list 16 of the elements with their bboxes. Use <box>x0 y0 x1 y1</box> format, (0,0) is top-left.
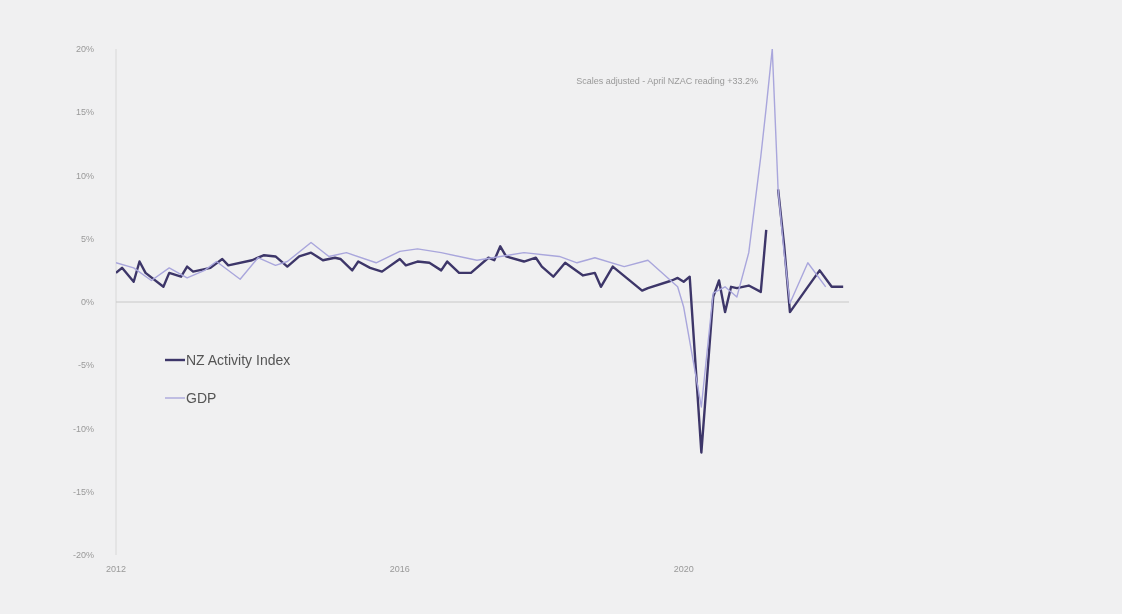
y-tick-label: -5% <box>77 360 94 371</box>
y-tick-label: 10% <box>75 170 94 181</box>
legend-label: NZ Activity Index <box>186 351 291 368</box>
y-tick-label: 15% <box>75 107 94 118</box>
legend-label: GDP <box>186 389 217 406</box>
line-series <box>116 49 827 408</box>
y-tick-label: 5% <box>80 233 94 244</box>
y-tick-label: -10% <box>72 423 94 434</box>
y-tick-label: 20% <box>75 44 94 55</box>
y-tick-label: 0% <box>80 297 94 308</box>
x-tick-label: 2020 <box>673 564 694 574</box>
x-tick-label: 2012 <box>105 564 127 574</box>
y-tick-label: -15% <box>72 486 94 497</box>
x-tick-label: 2016 <box>389 564 410 574</box>
y-tick-label: -20% <box>72 550 94 561</box>
annotation: Scales adjusted - April NZAC reading +33.2% <box>576 76 758 86</box>
